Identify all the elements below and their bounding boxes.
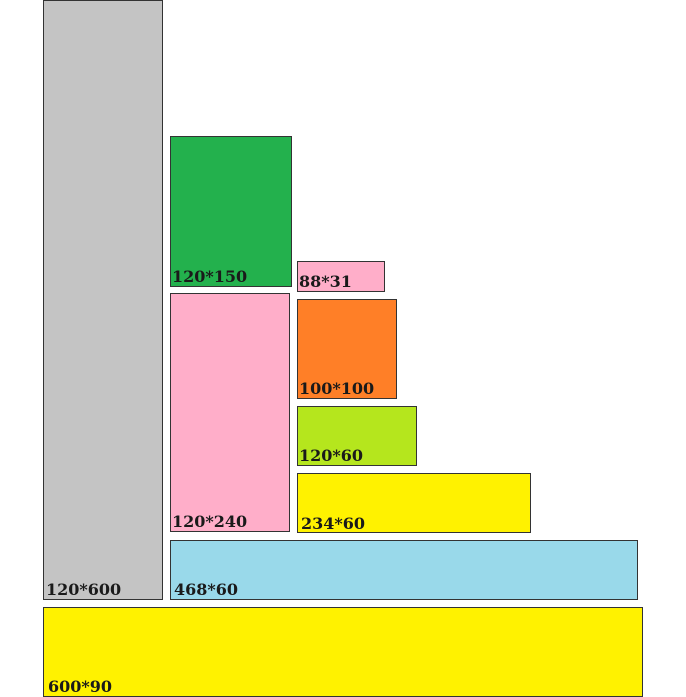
box-label-88x31: 88*31 (299, 272, 352, 291)
box-120x240: 120*240 (170, 293, 290, 532)
box-label-600x90: 600*90 (48, 677, 113, 696)
box-234x60: 234*60 (297, 473, 531, 533)
box-label-120x600: 120*600 (46, 580, 122, 599)
box-label-468x60: 468*60 (174, 580, 239, 599)
box-468x60: 468*60 (170, 540, 638, 600)
box-120x600: 120*600 (43, 0, 163, 600)
box-label-120x150: 120*150 (172, 267, 248, 286)
box-label-120x60: 120*60 (299, 446, 364, 465)
box-120x150: 120*150 (170, 136, 292, 287)
box-88x31: 88*31 (297, 261, 385, 292)
box-label-100x100: 100*100 (299, 379, 375, 398)
box-label-120x240: 120*240 (172, 512, 248, 531)
box-100x100: 100*100 (297, 299, 397, 399)
box-120x60: 120*60 (297, 406, 417, 466)
box-label-234x60: 234*60 (301, 514, 366, 533)
box-600x90: 600*90 (43, 607, 643, 697)
